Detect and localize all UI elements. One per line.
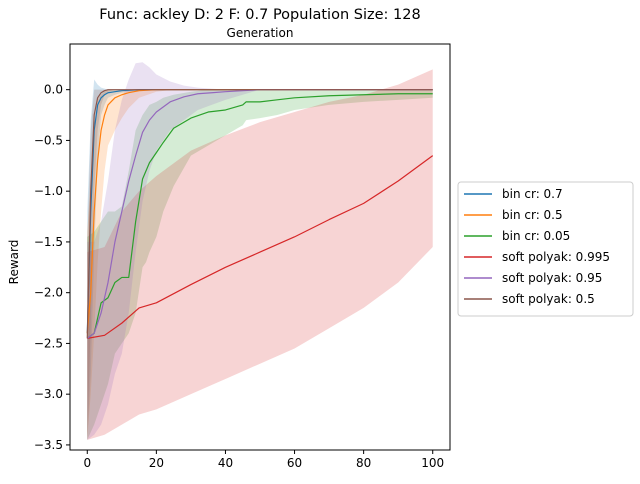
y-tick-label: 0.0 bbox=[44, 83, 63, 97]
y-tick-label: −1.5 bbox=[34, 235, 63, 249]
series-line-bin-cr-0-05 bbox=[86, 93, 433, 339]
y-tick-label: −2.5 bbox=[34, 336, 63, 350]
series-line-soft-polyak-0-995 bbox=[87, 155, 434, 339]
confidence-bands bbox=[87, 62, 433, 440]
series-line-soft-polyak-0-95 bbox=[86, 89, 433, 339]
legend-label: bin cr: 0.7 bbox=[502, 187, 563, 201]
y-tick-label: −1.0 bbox=[34, 184, 63, 198]
band-soft-polyak-0-95 bbox=[87, 62, 433, 440]
x-tick-label: 80 bbox=[356, 456, 371, 470]
legend: bin cr: 0.7 bin cr: 0.5 bin cr: 0.05 soft p… bbox=[457, 181, 634, 317]
x-tick-label: 20 bbox=[149, 456, 164, 470]
legend-label: bin cr: 0.5 bbox=[502, 208, 563, 222]
y-axis-label: Reward bbox=[7, 240, 21, 285]
y-tick-label: −3.5 bbox=[34, 438, 63, 452]
y-tick-label: −0.5 bbox=[34, 133, 63, 147]
legend-label: soft polyak: 0.995 bbox=[502, 250, 610, 264]
band-bin-cr-0-05 bbox=[87, 89, 433, 440]
x-axis-ticks: 0 20 40 60 80 100 bbox=[83, 450, 444, 470]
legend-label: bin cr: 0.05 bbox=[502, 229, 570, 243]
x-tick-label: 60 bbox=[287, 456, 302, 470]
y-tick-label: −2.0 bbox=[34, 286, 63, 300]
legend-label: soft polyak: 0.5 bbox=[502, 292, 595, 306]
legend-label: soft polyak: 0.95 bbox=[502, 271, 602, 285]
x-tick-label: 40 bbox=[218, 456, 233, 470]
series-lines bbox=[86, 89, 434, 339]
legend-box bbox=[457, 181, 634, 317]
plot-frame bbox=[69, 43, 451, 451]
band-soft-polyak-0-995 bbox=[87, 69, 433, 440]
y-axis-ticks: 0.0 −0.5 −1.0 −1.5 −2.0 −2.5 −3.0 −3.5 bbox=[34, 83, 70, 452]
series-line-soft-polyak-0-5 bbox=[86, 89, 433, 339]
y-tick-label: −3.0 bbox=[34, 387, 63, 401]
x-tick-label: 100 bbox=[421, 456, 444, 470]
x-tick-label: 0 bbox=[83, 456, 91, 470]
chart-subtitle: Generation bbox=[227, 26, 294, 40]
chart-title: Func: ackley D: 2 F: 0.7 Population Size… bbox=[99, 7, 420, 23]
